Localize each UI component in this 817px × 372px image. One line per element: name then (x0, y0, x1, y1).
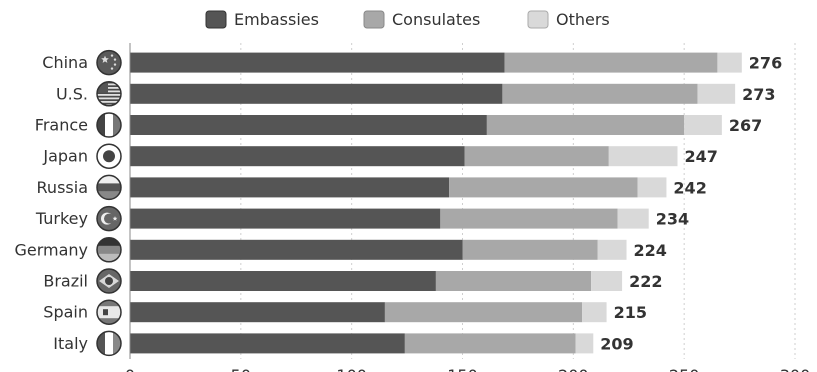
italy-flag-icon (96, 330, 122, 357)
x-tick-label: 50 (231, 366, 251, 372)
bar-others (582, 302, 607, 323)
china-flag-icon (96, 49, 122, 76)
total-label: 276 (749, 54, 782, 73)
chart-row: France 267 (35, 112, 762, 138)
total-label: 242 (673, 178, 706, 197)
bar-others (617, 208, 649, 229)
spain-flag-icon (96, 299, 122, 325)
total-label: 209 (600, 334, 633, 353)
total-label: 267 (729, 116, 762, 135)
bar-others (597, 239, 627, 260)
bar-embassies (130, 146, 465, 167)
bar-others (717, 52, 742, 73)
x-axis: 0 50 100 150 200 250 300 (125, 43, 810, 372)
bar-consulates (384, 302, 583, 323)
x-tick-label: 150 (447, 366, 478, 372)
bar-consulates (486, 115, 685, 135)
x-tick-label: 100 (336, 366, 367, 372)
bar-others (697, 83, 736, 104)
bar-consulates (462, 239, 598, 260)
chart-row: China 276 (42, 49, 782, 76)
bar-embassies (130, 52, 505, 73)
chart-row: Russia 242 (37, 174, 707, 201)
total-label: 224 (634, 241, 667, 260)
bar-embassies (130, 239, 463, 260)
legend-label-consulates: Consulates (392, 10, 480, 29)
bar-consulates (449, 177, 638, 198)
legend-label-others: Others (556, 10, 610, 29)
category-label: Spain (43, 303, 88, 322)
category-label: Germany (14, 240, 88, 259)
category-label: China (42, 53, 88, 72)
bar-embassies (130, 302, 385, 323)
legend-swatch-others (527, 10, 549, 29)
legend-label-embassies: Embassies (234, 10, 319, 29)
bar-others (608, 146, 678, 167)
chart-row: Japan 247 (42, 143, 718, 169)
bar-consulates (440, 208, 618, 229)
total-label: 215 (614, 303, 647, 322)
total-label: 234 (656, 210, 689, 229)
bar-embassies (130, 115, 487, 135)
chart-row: Italy 209 (53, 330, 634, 357)
legend-swatch-embassies (205, 10, 227, 29)
japan-flag-icon (96, 143, 122, 169)
bar-embassies (130, 177, 450, 198)
total-label: 222 (629, 272, 662, 291)
chart-row: Turkey 234 (35, 205, 689, 232)
category-label: Russia (37, 178, 88, 197)
bar-embassies (130, 333, 405, 354)
france-flag-icon (96, 112, 122, 138)
category-label: France (35, 116, 88, 135)
bar-consulates (504, 52, 718, 73)
category-label: Japan (42, 147, 88, 166)
category-label: Turkey (35, 209, 88, 228)
bar-consulates (502, 83, 698, 104)
x-tick-label: 250 (669, 366, 700, 372)
russia-flag-icon (96, 174, 122, 201)
bar-others (575, 333, 594, 354)
turkey-flag-icon (96, 205, 122, 232)
legend-swatch-consulates (363, 10, 385, 29)
chart-row: Spain 215 (43, 299, 647, 325)
chart-row: U.S. 273 (56, 81, 776, 107)
bar-others (637, 177, 667, 198)
total-label: 273 (742, 85, 775, 104)
bar-consulates (464, 146, 609, 167)
germany-flag-icon (96, 237, 122, 263)
bar-embassies (130, 208, 441, 229)
bar-embassies (130, 83, 503, 104)
chart-rows: China 276 U.S. 273 France 267 Japan 247 Russia 24… (14, 49, 782, 357)
category-label: Italy (53, 334, 88, 353)
bar-others (591, 271, 623, 291)
us-flag-icon (96, 81, 122, 107)
x-tick-label: 300 (780, 366, 811, 372)
x-tick-label: 0 (125, 366, 135, 372)
bar-others (684, 115, 722, 135)
category-label: U.S. (56, 84, 88, 103)
bar-consulates (404, 333, 576, 354)
legend: Embassies Consulates Others (205, 10, 610, 29)
bar-consulates (435, 271, 592, 291)
chart-row: Brazil 222 (43, 268, 663, 294)
brazil-flag-icon (96, 268, 122, 294)
total-label: 247 (685, 147, 718, 166)
bar-embassies (130, 271, 436, 291)
chart-row: Germany 224 (14, 237, 667, 263)
x-tick-label: 200 (558, 366, 589, 372)
category-label: Brazil (43, 272, 88, 291)
